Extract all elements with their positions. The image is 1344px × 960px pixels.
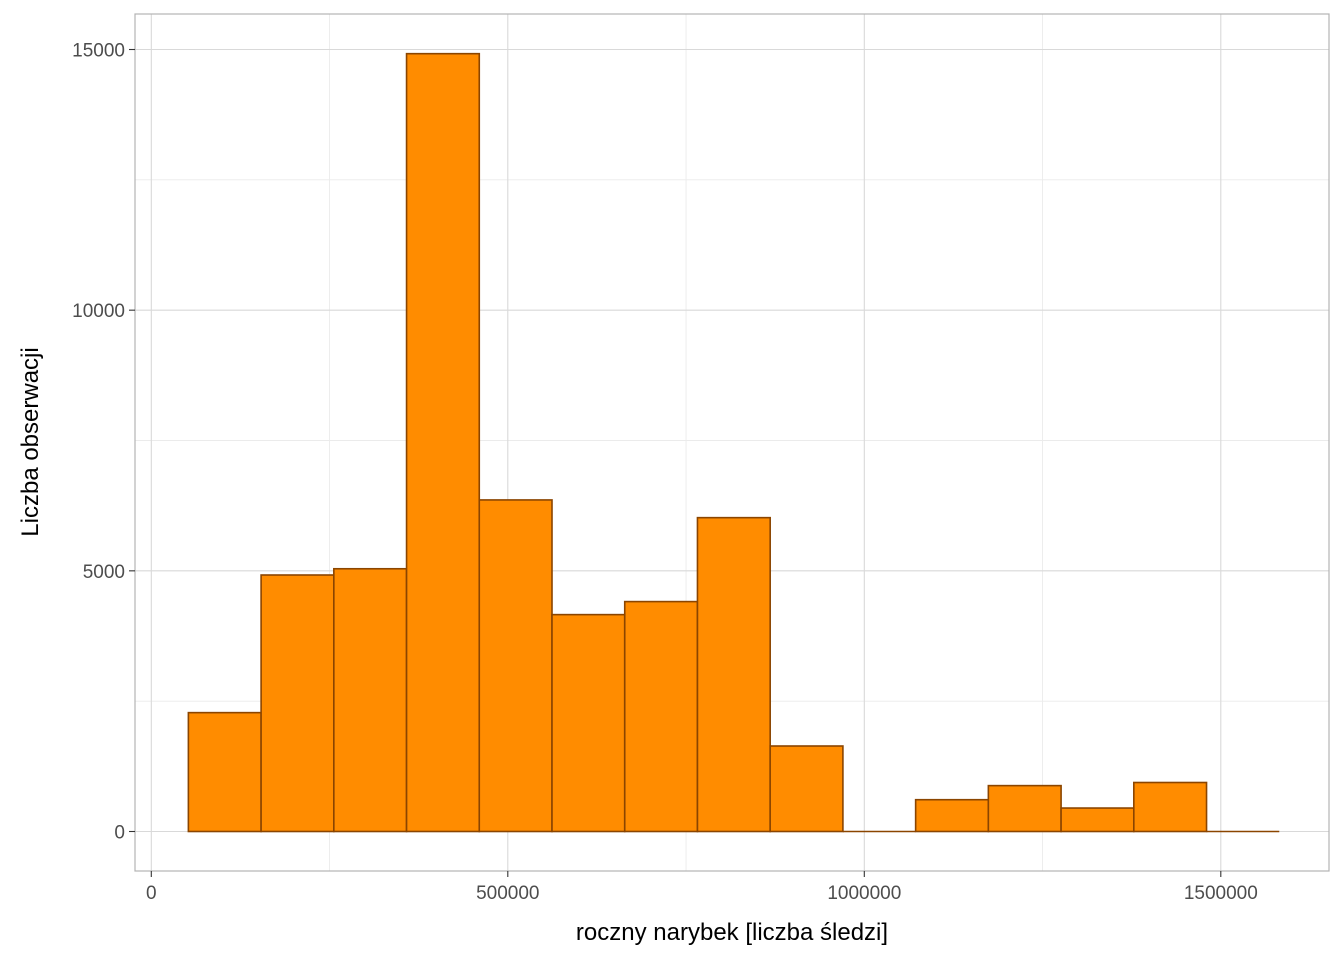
histogram-bar-4 [405, 52, 481, 833]
x-tick-label: 1500000 [1184, 883, 1258, 904]
bars-layer [187, 52, 1280, 833]
histogram-bar-13 [1060, 807, 1135, 833]
histogram-bar-12 [987, 784, 1062, 833]
histogram-bar-1 [187, 711, 262, 833]
histogram-bar-3 [333, 567, 408, 833]
panel-border [134, 13, 1330, 872]
y-tick-label: 10000 [72, 301, 125, 322]
histogram-bar-14 [1133, 781, 1208, 833]
x-axis-title: roczny narybek [liczba śledzi] [576, 919, 888, 946]
histogram-bar-7 [623, 600, 699, 833]
y-tick-label: 0 [114, 823, 125, 844]
x-tick-label: 0 [146, 883, 157, 904]
histogram-bar-2 [260, 574, 335, 833]
histogram-bar-11 [914, 798, 990, 833]
x-tick-label: 500000 [476, 883, 539, 904]
histogram-bar-9 [769, 745, 844, 833]
y-tick-label: 15000 [72, 41, 125, 62]
y-tick-label: 5000 [83, 562, 125, 583]
x-tick-label: 1000000 [827, 883, 901, 904]
y-axis-title: Liczba obserwacji [17, 347, 44, 536]
histogram-bar-8 [696, 516, 771, 833]
ticks-layer: 0 500000 1000000 1500000 0 5000 10000 15000 [72, 41, 1258, 904]
histogram-bar-5 [478, 499, 553, 833]
histogram-bar-6 [551, 613, 626, 833]
